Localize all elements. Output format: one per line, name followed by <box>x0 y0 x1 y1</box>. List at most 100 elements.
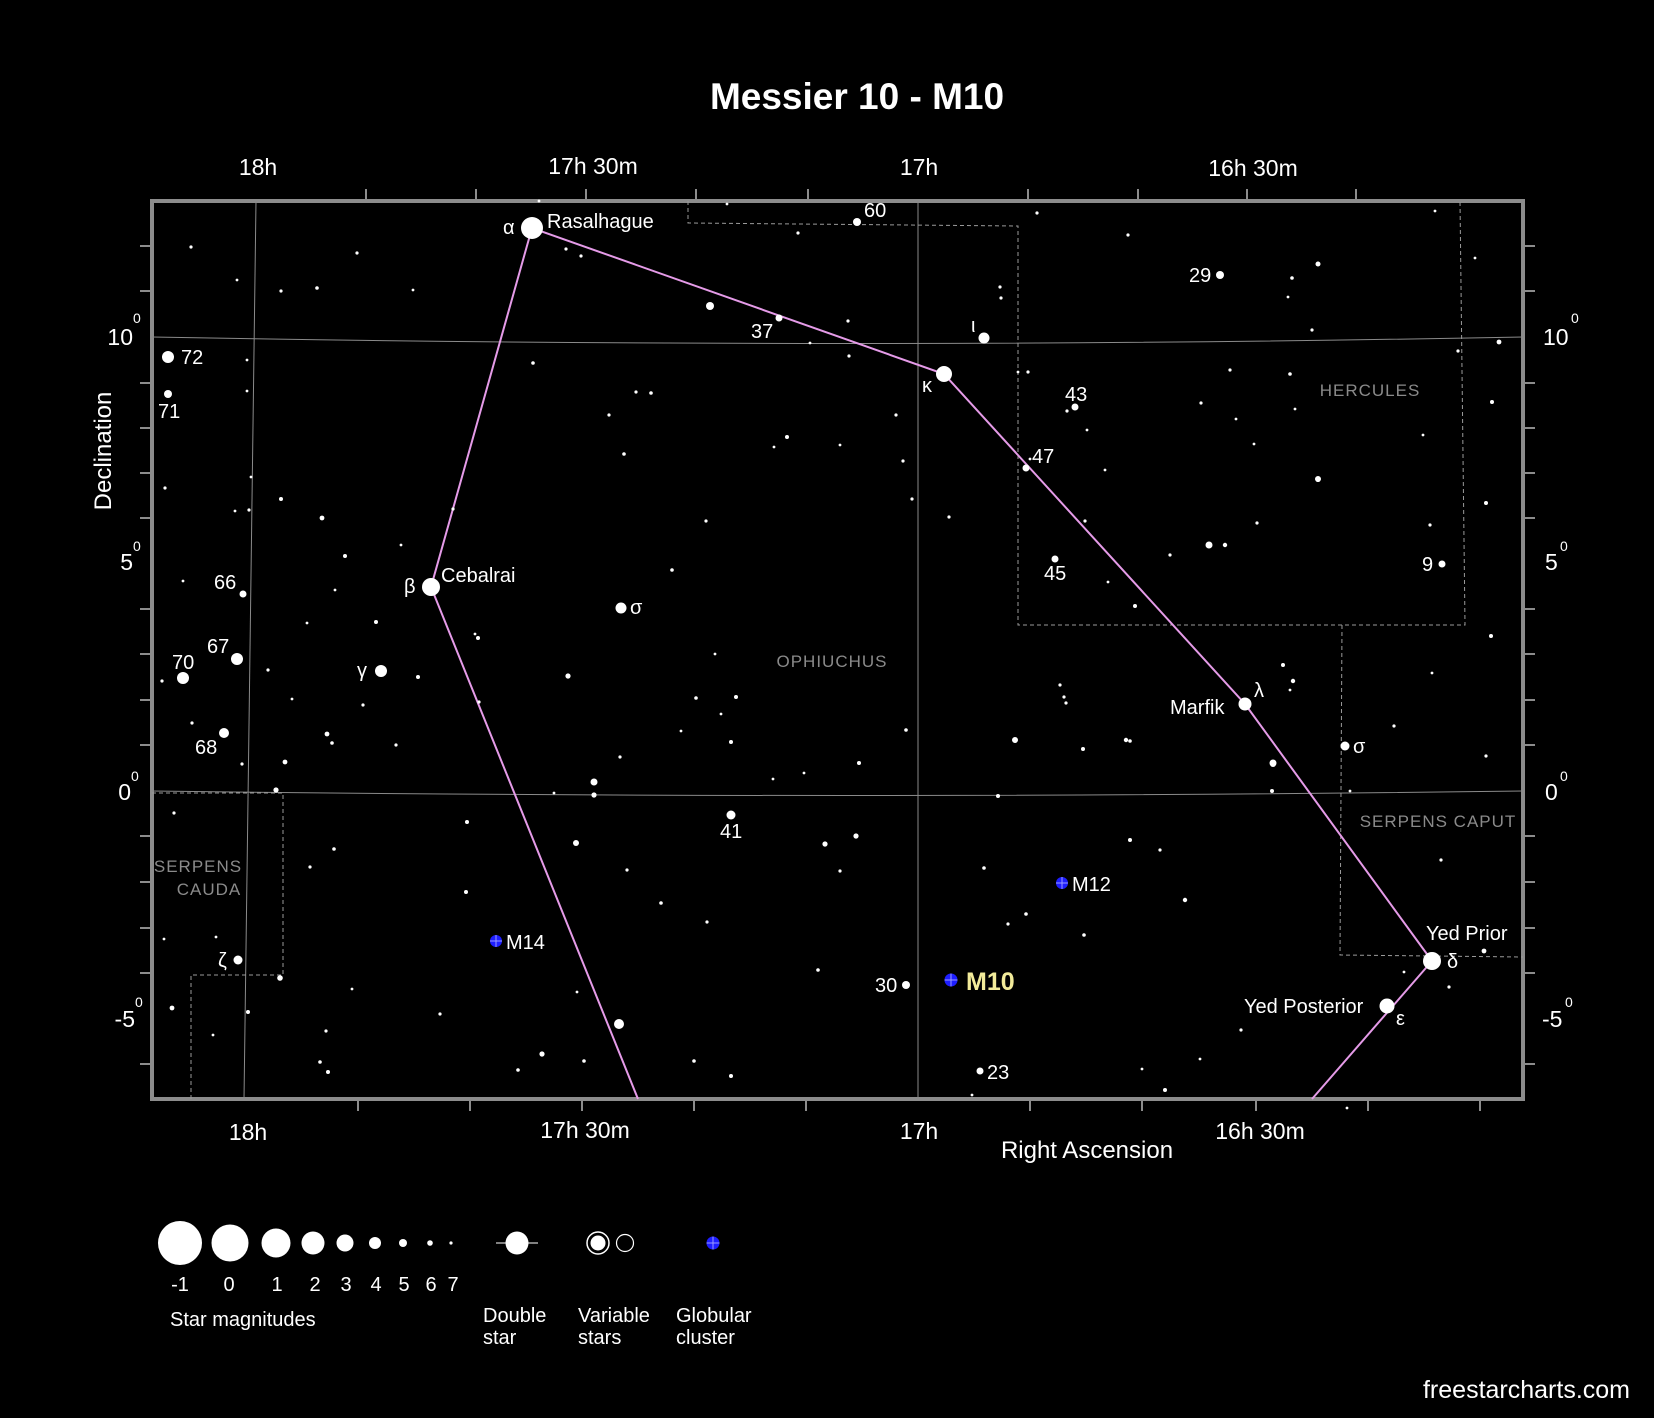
legend-magnitude-labels: -1 0 1 2 3 4 5 6 7 <box>171 1274 458 1296</box>
legend: -1 0 1 2 3 4 5 6 7 Star magnitudes Doubl… <box>158 1221 752 1349</box>
star-71 <box>164 390 172 398</box>
label-m14: M14 <box>506 932 545 954</box>
ra-bottom-16h30m: 16h 30m <box>1215 1118 1305 1144</box>
y-axis-title: Declination <box>90 392 117 511</box>
star-29 <box>1216 271 1224 279</box>
label-67: 67 <box>207 636 229 658</box>
label-cebalrai: Cebalrai <box>441 565 515 587</box>
star-9 <box>1438 560 1446 568</box>
star-zeta <box>233 955 243 965</box>
legend-double-star-icon <box>496 1231 538 1255</box>
constellation-names: OPHIUCHUS HERCULES SERPENS CAPUT SERPENS… <box>154 381 1517 899</box>
star-unlabeled-a <box>614 1019 624 1029</box>
legend-globular-icon <box>706 1236 720 1250</box>
label-lambda-greek: λ <box>1254 680 1264 702</box>
parallel-0 <box>151 790 1524 796</box>
const-hercules: HERCULES <box>1320 381 1421 400</box>
dec-right-neg5: -5 <box>1542 1006 1562 1032</box>
ra-top-17h30m: 17h 30m <box>548 153 638 179</box>
dec-ticks-left: 10 0 5 0 0 0 -5 0 <box>107 310 143 1032</box>
label-gamma-greek: γ <box>357 660 367 682</box>
serpens-caput-boundary <box>1339 624 1524 958</box>
svg-text:7: 7 <box>447 1274 458 1296</box>
dec-left-neg5: -5 <box>115 1006 135 1032</box>
svg-text:5: 5 <box>398 1274 409 1296</box>
star-iota <box>978 332 990 344</box>
star-labels: α Rasalhague β Cebalrai κ ι γ σ λ Marfik… <box>158 200 1508 1084</box>
const-serpens-cauda-1: SERPENS <box>154 857 242 876</box>
legend-globular-1: Globular <box>676 1305 752 1327</box>
ra-top-16h30m: 16h 30m <box>1208 155 1298 181</box>
dec-right-10: 10 <box>1543 324 1569 350</box>
label-rasalhague: Rasalhague <box>547 211 654 233</box>
coordinate-grid <box>151 200 1524 1100</box>
label-kappa-greek: κ <box>922 375 933 397</box>
label-66: 66 <box>214 572 236 594</box>
label-alpha-greek: α <box>503 217 515 239</box>
legend-double-1: Double <box>483 1305 546 1327</box>
star-45 <box>1051 555 1059 563</box>
svg-text:0: 0 <box>133 538 141 554</box>
label-47: 47 <box>1032 446 1054 468</box>
ra-top-18h: 18h <box>239 154 277 180</box>
const-serpens-caput: SERPENS CAPUT <box>1360 812 1517 831</box>
star-70 <box>177 672 189 684</box>
const-ophiuchus: OPHIUCHUS <box>776 652 887 671</box>
label-m12: M12 <box>1072 874 1111 896</box>
svg-text:-1: -1 <box>171 1274 189 1296</box>
star-alpha <box>521 217 543 239</box>
label-beta-greek: β <box>404 576 416 598</box>
ra-bottom-18h: 18h <box>229 1119 267 1145</box>
star-gamma <box>375 665 387 677</box>
star-sigma <box>615 602 627 614</box>
background-stars <box>160 199 1502 1110</box>
ra-top-17h: 17h <box>900 154 938 180</box>
credit-link[interactable]: freestarcharts.com <box>1423 1376 1630 1404</box>
dec-ticks-right: 10 0 5 0 0 0 -5 0 <box>1542 310 1579 1032</box>
svg-text:0: 0 <box>131 768 139 784</box>
star-66 <box>239 590 247 598</box>
const-serpens-cauda-2: CAUDA <box>177 880 242 899</box>
star-67 <box>231 653 243 665</box>
label-yed-prior: Yed Prior <box>1426 923 1508 945</box>
chart-title: Messier 10 - M10 <box>710 76 1004 117</box>
plot-frame <box>150 199 1525 1101</box>
label-iota-greek: ι <box>971 315 975 337</box>
label-sigma-greek: σ <box>630 597 643 619</box>
star-60 <box>853 218 861 226</box>
legend-magnitude-dots <box>158 1221 453 1265</box>
legend-star-magnitudes: Star magnitudes <box>170 1309 316 1331</box>
label-9: 9 <box>1422 554 1433 576</box>
star-68 <box>219 728 229 738</box>
star-delta <box>1423 952 1441 970</box>
star-unlabeled-f <box>1315 476 1321 482</box>
label-m10: M10 <box>966 968 1015 996</box>
star-37 <box>775 314 783 322</box>
x-axis-title: Right Ascension <box>1001 1137 1173 1164</box>
cluster-m14 <box>490 935 502 947</box>
label-68: 68 <box>195 737 217 759</box>
svg-text:0: 0 <box>223 1274 234 1296</box>
label-71: 71 <box>158 401 180 423</box>
star-lambda <box>1238 697 1252 711</box>
star-epsilon <box>1379 998 1395 1014</box>
label-45: 45 <box>1044 563 1066 585</box>
label-23: 23 <box>987 1062 1009 1084</box>
dec-right-5: 5 <box>1545 549 1558 575</box>
star-72 <box>162 351 174 363</box>
label-zeta-greek: ζ <box>218 950 227 972</box>
dec-left-0: 0 <box>118 779 131 805</box>
star-unlabeled-b <box>590 778 598 786</box>
svg-text:4: 4 <box>370 1274 381 1296</box>
svg-text:0: 0 <box>133 310 141 326</box>
ra-ticks-top: 18h 17h 30m 17h 16h 30m <box>239 153 1298 181</box>
label-marfik: Marfik <box>1170 697 1225 719</box>
star-unlabeled-e <box>1269 759 1277 767</box>
svg-text:2: 2 <box>309 1274 320 1296</box>
svg-text:3: 3 <box>340 1274 351 1296</box>
svg-text:0: 0 <box>1560 538 1568 554</box>
ra-ticks-bottom: 18h 17h 30m 17h 16h 30m <box>229 1117 1305 1145</box>
label-60: 60 <box>864 200 886 222</box>
frame-ticks <box>140 189 1535 1111</box>
